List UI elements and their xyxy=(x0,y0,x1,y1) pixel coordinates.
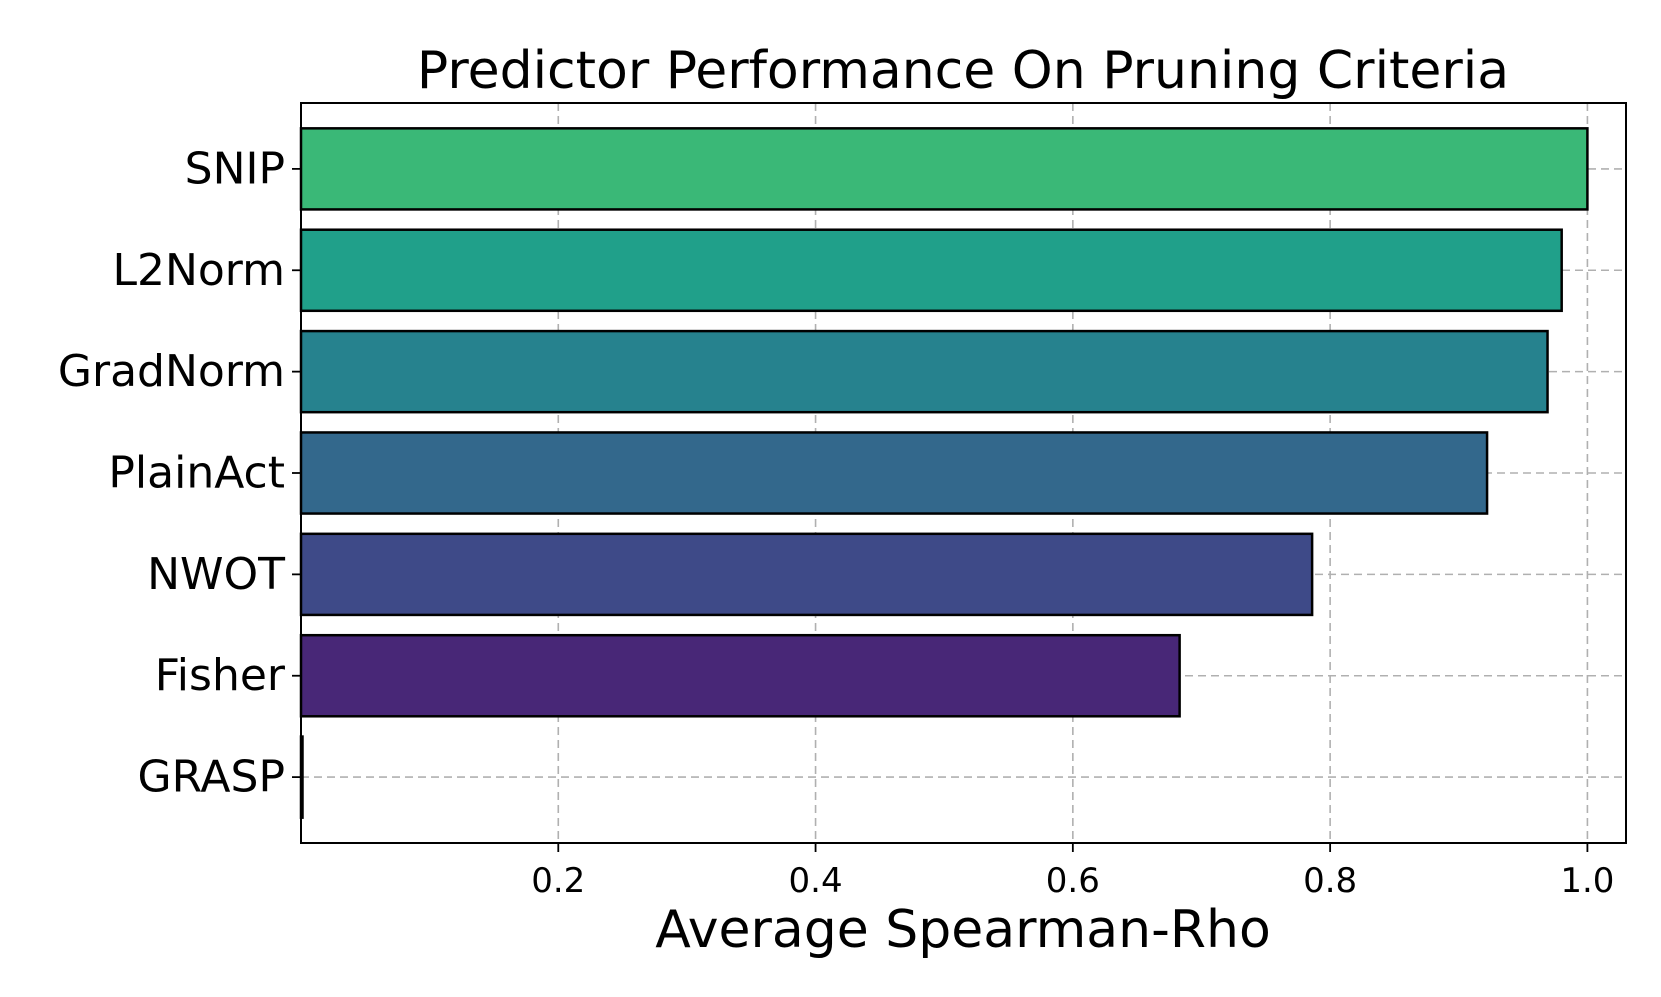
y-tick-label-l2norm: L2Norm xyxy=(112,245,285,296)
bars xyxy=(299,127,1589,819)
x-tick-label: 0.8 xyxy=(1303,861,1357,901)
y-tick-label-fisher: Fisher xyxy=(155,650,286,701)
bar-gradnorm xyxy=(299,329,1549,414)
bar-plainact xyxy=(299,431,1489,515)
x-tick-label: 0.2 xyxy=(531,861,585,901)
x-tick-label: 1.0 xyxy=(1560,861,1614,901)
bar-nwot xyxy=(299,532,1314,617)
x-tick-label: 0.4 xyxy=(789,861,843,901)
x-axis-label: Average Spearman-Rho xyxy=(655,900,1271,960)
y-tick-label-grasp: GRASP xyxy=(138,752,285,803)
x-tick-label: 0.6 xyxy=(1046,861,1100,901)
bar-snip xyxy=(299,127,1589,211)
bar-l2norm xyxy=(299,228,1563,313)
y-tick-label-snip: SNIP xyxy=(185,143,285,194)
y-tick-label-nwot: NWOT xyxy=(147,549,285,600)
y-tick-label-plainact: PlainAct xyxy=(108,448,285,499)
axis-ticks: 0.2 0.4 0.6 0.8 1.0 SNIP L2Norm GradNorm PlainAc… xyxy=(58,143,1615,901)
bar-fisher xyxy=(299,633,1181,718)
chart-title: Predictor Performance On Pruning Criteri… xyxy=(417,41,1509,101)
y-tick-label-gradnorm: GradNorm xyxy=(58,346,285,397)
